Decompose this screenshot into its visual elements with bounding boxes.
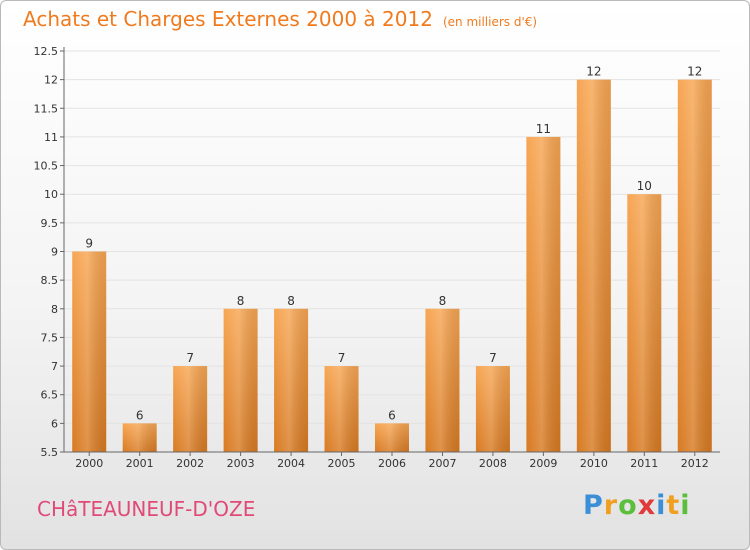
brand-logo: Proxiti (583, 490, 691, 521)
y-tick-label: 7.5 (41, 331, 59, 344)
y-tick-label: 9 (51, 246, 58, 259)
x-tick-label: 2007 (428, 457, 456, 470)
town-name: CHâTEAUNEUF-D'OZE (37, 497, 256, 521)
brand-letter: i (680, 490, 691, 521)
bar-shine (274, 308, 309, 452)
x-tick-label: 2003 (227, 457, 255, 470)
y-tick-label: 11 (44, 131, 58, 144)
data-label: 7 (186, 351, 194, 365)
brand-letter: r (603, 490, 619, 521)
data-label: 6 (136, 408, 144, 422)
data-label: 8 (237, 294, 245, 308)
brand-letter: x (637, 490, 657, 521)
x-tick-label: 2005 (328, 457, 356, 470)
brand-letter: o (618, 490, 638, 521)
data-label: 6 (388, 408, 396, 422)
bar-shine (375, 423, 409, 452)
y-tick-label: 11.5 (34, 102, 59, 115)
brand-letter: i (656, 490, 667, 521)
x-tick-label: 2001 (126, 457, 154, 470)
chart-title-text: Achats et Charges Externes 2000 à 2012 (23, 7, 433, 31)
x-tick-label: 2004 (277, 457, 305, 470)
y-tick-label: 6 (51, 417, 58, 430)
bar-shine (173, 366, 208, 452)
y-tick-label: 12.5 (34, 45, 59, 58)
labels: 5.5 6 6.5 7 7.5 8 8.5 9 9.5 10 10.5 11 11.5 12 12.5 9 20… (34, 45, 709, 470)
data-label: 8 (439, 294, 447, 308)
brand-letter: P (583, 490, 604, 521)
data-label: 7 (489, 351, 497, 365)
y-tick-label: 8.5 (41, 274, 59, 287)
bar-shine (475, 366, 510, 452)
bar-shine (223, 308, 258, 452)
y-tick-label: 10.5 (34, 160, 59, 173)
bar-shine (677, 79, 712, 453)
y-tick-label: 7 (51, 360, 58, 373)
bar-shine (627, 194, 662, 452)
y-tick-label: 5.5 (41, 446, 59, 459)
x-tick-label: 2002 (176, 457, 204, 470)
chart-title: Achats et Charges Externes 2000 à 2012 (e… (23, 7, 537, 31)
bars (72, 79, 712, 453)
y-tick-label: 12 (44, 74, 58, 87)
data-label: 10 (637, 179, 652, 193)
bar-shine (324, 366, 359, 452)
y-tick-label: 10 (44, 188, 58, 201)
x-tick-label: 2010 (580, 457, 608, 470)
x-tick-label: 2012 (681, 457, 709, 470)
x-tick-label: 2011 (630, 457, 658, 470)
bar-shine (122, 423, 157, 452)
x-tick-label: 2000 (75, 457, 103, 470)
data-label: 9 (85, 237, 93, 251)
data-label: 7 (338, 351, 346, 365)
bar-shine (425, 308, 460, 452)
chart-unit: (en milliers d'€) (442, 15, 538, 29)
bar-shine (72, 251, 107, 452)
data-label: 12 (687, 65, 702, 79)
x-tick-label: 2009 (529, 457, 557, 470)
x-tick-label: 2006 (378, 457, 406, 470)
y-tick-label: 9.5 (41, 217, 59, 230)
y-tick-label: 6.5 (41, 389, 59, 402)
bar-shine (526, 136, 561, 452)
y-tick-label: 8 (51, 303, 58, 316)
data-label: 8 (287, 294, 295, 308)
bar-shine (576, 79, 611, 453)
grid-lines (64, 50, 720, 424)
axes (60, 47, 720, 456)
data-label: 11 (536, 122, 551, 136)
x-tick-label: 2008 (479, 457, 507, 470)
data-label: 12 (586, 65, 601, 79)
brand-letter: t (666, 490, 681, 521)
